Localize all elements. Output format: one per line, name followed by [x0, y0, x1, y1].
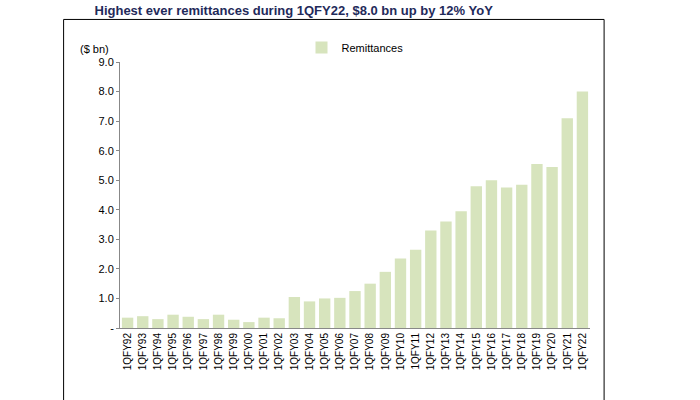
svg-text:1QFY12: 1QFY12 — [425, 333, 436, 371]
svg-text:1QFY08: 1QFY08 — [364, 333, 375, 371]
svg-text:1QFY13: 1QFY13 — [440, 333, 451, 371]
svg-text:1QFY14: 1QFY14 — [455, 333, 466, 371]
svg-text:1QFY18: 1QFY18 — [516, 333, 527, 371]
svg-text:-: - — [110, 322, 114, 334]
svg-text:1QFY10: 1QFY10 — [395, 333, 406, 371]
svg-text:1QFY96: 1QFY96 — [182, 333, 193, 371]
svg-text:1QFY09: 1QFY09 — [380, 333, 391, 371]
svg-text:6.0: 6.0 — [99, 145, 114, 157]
svg-text:($ bn): ($ bn) — [80, 43, 109, 55]
svg-text:1QFY94: 1QFY94 — [152, 333, 163, 371]
svg-text:2.0: 2.0 — [99, 263, 114, 275]
svg-text:Highest ever remittances durin: Highest ever remittances during 1QFY22, … — [95, 3, 494, 18]
svg-text:1QFY99: 1QFY99 — [228, 333, 239, 371]
svg-text:5.0: 5.0 — [99, 174, 114, 186]
svg-text:1QFY06: 1QFY06 — [334, 333, 345, 371]
svg-text:4.0: 4.0 — [99, 204, 114, 216]
svg-text:1QFY02: 1QFY02 — [273, 333, 284, 371]
svg-text:1QFY97: 1QFY97 — [198, 333, 209, 371]
svg-text:1QFY20: 1QFY20 — [546, 333, 557, 371]
svg-text:1QFY15: 1QFY15 — [471, 333, 482, 371]
svg-text:3.0: 3.0 — [99, 233, 114, 245]
svg-text:1QFY98: 1QFY98 — [213, 333, 224, 371]
svg-text:1QFY95: 1QFY95 — [167, 333, 178, 371]
svg-text:1QFY16: 1QFY16 — [486, 333, 497, 371]
svg-text:1QFY05: 1QFY05 — [319, 333, 330, 371]
svg-text:1QFY04: 1QFY04 — [304, 333, 315, 371]
svg-text:8.0: 8.0 — [99, 85, 114, 97]
svg-text:1.0: 1.0 — [99, 292, 114, 304]
svg-text:1QFY17: 1QFY17 — [501, 333, 512, 371]
svg-text:1QFY11: 1QFY11 — [410, 333, 421, 370]
svg-text:1QFY07: 1QFY07 — [349, 333, 360, 371]
svg-text:1QFY92: 1QFY92 — [122, 333, 133, 371]
svg-text:1QFY19: 1QFY19 — [531, 333, 542, 371]
svg-text:1QFY21: 1QFY21 — [562, 333, 573, 371]
svg-text:1QFY22: 1QFY22 — [577, 333, 588, 371]
svg-text:1QFY93: 1QFY93 — [137, 333, 148, 371]
svg-text:9.0: 9.0 — [99, 56, 114, 68]
svg-text:1QFY03: 1QFY03 — [289, 333, 300, 371]
svg-text:1QFY01: 1QFY01 — [258, 333, 269, 371]
svg-text:7.0: 7.0 — [99, 115, 114, 127]
svg-text:1QFY00: 1QFY00 — [243, 333, 254, 371]
svg-text:Remittances: Remittances — [342, 42, 404, 54]
